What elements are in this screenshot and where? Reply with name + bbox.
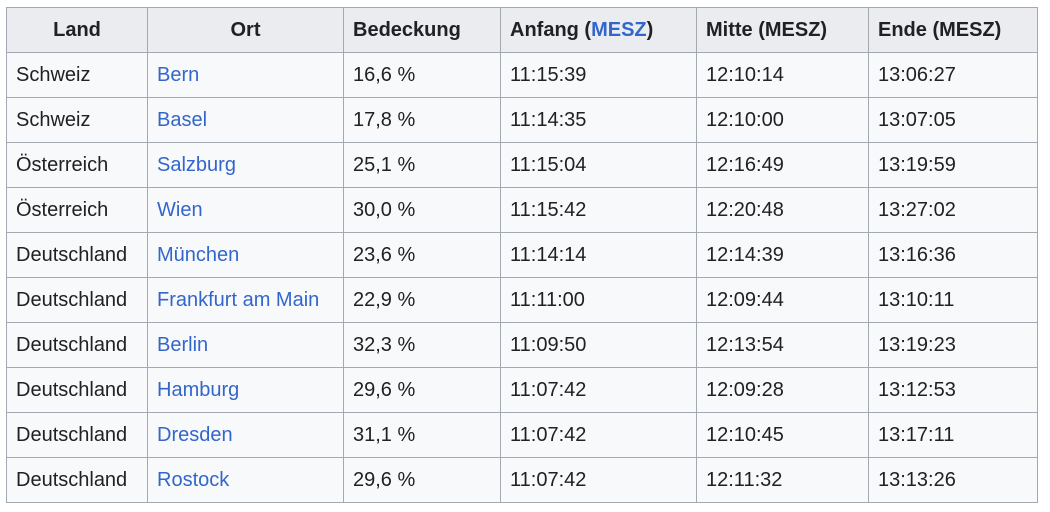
table-cell: Österreich [6, 187, 148, 233]
table-cell: 13:06:27 [868, 52, 1038, 98]
table-cell: 11:14:14 [500, 232, 697, 278]
table-cell: 13:07:05 [868, 97, 1038, 143]
place-link[interactable]: Rostock [157, 468, 230, 491]
table-cell: Schweiz [6, 97, 148, 143]
column-header: Land [6, 7, 148, 53]
place-link[interactable]: Dresden [157, 423, 233, 446]
header-row: Land Ort Bedeckung Anfang (MESZ) Mitte (MESZ… [6, 7, 1038, 53]
table-cell: 13:10:11 [868, 277, 1038, 323]
table-cell: Dresden [147, 412, 344, 458]
table-cell: Salzburg [147, 142, 344, 188]
table-cell: Deutschland [6, 277, 148, 323]
place-link[interactable]: Basel [157, 108, 208, 131]
place-link[interactable]: Frankfurt am Main [157, 288, 320, 311]
table-cell: München [147, 232, 344, 278]
table-cell: 30,0 % [343, 187, 501, 233]
data-table: Land Ort Bedeckung Anfang (MESZ) Mitte (MESZ… [6, 7, 1038, 503]
table-cell: 23,6 % [343, 232, 501, 278]
table-cell: 11:15:39 [500, 52, 697, 98]
table-cell: Deutschland [6, 457, 148, 503]
table-cell: Rostock [147, 457, 344, 503]
table-cell: 29,6 % [343, 367, 501, 413]
table-row: Deutschland Dresden 31,1 % 11:07:42 12:10:45… [6, 412, 1038, 458]
table-row: Österreich Wien 30,0 % 11:15:42 12:20:48 13:2… [6, 187, 1038, 233]
place-link[interactable]: Salzburg [157, 153, 236, 176]
table-cell: 11:14:35 [500, 97, 697, 143]
table-cell: 13:27:02 [868, 187, 1038, 233]
table-cell: 12:10:45 [696, 412, 869, 458]
table-cell: Deutschland [6, 322, 148, 368]
place-link[interactable]: Wien [157, 198, 203, 221]
table-cell: 12:16:49 [696, 142, 869, 188]
column-header: Bedeckung [343, 7, 501, 53]
table-cell: 31,1 % [343, 412, 501, 458]
table-cell: Berlin [147, 322, 344, 368]
table-cell: 13:13:26 [868, 457, 1038, 503]
place-link[interactable]: Hamburg [157, 378, 240, 401]
table-cell: Wien [147, 187, 344, 233]
header-text: Anfang ( [510, 18, 592, 41]
table-cell: 12:10:14 [696, 52, 869, 98]
table-cell: 11:07:42 [500, 367, 697, 413]
table-cell: 11:15:42 [500, 187, 697, 233]
table-cell: Deutschland [6, 232, 148, 278]
table-cell: 12:09:28 [696, 367, 869, 413]
table-cell: Frankfurt am Main [147, 277, 344, 323]
table-cell: 17,8 % [343, 97, 501, 143]
table-cell: 11:09:50 [500, 322, 697, 368]
table-cell: 25,1 % [343, 142, 501, 188]
table-cell: 16,6 % [343, 52, 501, 98]
place-link[interactable]: Bern [157, 63, 200, 86]
table-body: Schweiz Bern 16,6 % 11:15:39 12:10:14 13:06:2… [6, 52, 1038, 503]
table-cell: 13:17:11 [868, 412, 1038, 458]
table-row: Deutschland München 23,6 % 11:14:14 12:14:39… [6, 232, 1038, 278]
table-cell: Schweiz [6, 52, 148, 98]
table-cell: 12:13:54 [696, 322, 869, 368]
place-link[interactable]: München [157, 243, 240, 266]
table-cell: 13:19:59 [868, 142, 1038, 188]
table-cell: 12:11:32 [696, 457, 869, 503]
table-cell: 22,9 % [343, 277, 501, 323]
table-row: Schweiz Bern 16,6 % 11:15:39 12:10:14 13:06:2… [6, 52, 1038, 98]
table-cell: 13:19:23 [868, 322, 1038, 368]
table-cell: Basel [147, 97, 344, 143]
column-header: Mitte (MESZ) [696, 7, 869, 53]
table-cell: 11:07:42 [500, 457, 697, 503]
table-cell: 12:09:44 [696, 277, 869, 323]
table-cell: 32,3 % [343, 322, 501, 368]
column-header: Ort [147, 7, 344, 53]
table-cell: Bern [147, 52, 344, 98]
header-text: ) [646, 18, 654, 41]
table-row: Österreich Salzburg 25,1 % 11:15:04 12:16:49… [6, 142, 1038, 188]
table-cell: 11:15:04 [500, 142, 697, 188]
column-header: Ende (MESZ) [868, 7, 1038, 53]
table-cell: 29,6 % [343, 457, 501, 503]
table-cell: 11:11:00 [500, 277, 697, 323]
table-row: Deutschland Rostock 29,6 % 11:07:42 12:11:32… [6, 457, 1038, 503]
column-header: Anfang (MESZ) [500, 7, 697, 53]
table-cell: Deutschland [6, 412, 148, 458]
table-cell: 12:10:00 [696, 97, 869, 143]
table-cell: 12:20:48 [696, 187, 869, 233]
table-cell: Hamburg [147, 367, 344, 413]
table-cell: 13:16:36 [868, 232, 1038, 278]
table-row: Deutschland Frankfurt am Main 22,9 % 11:11:… [6, 277, 1038, 323]
table-cell: 11:07:42 [500, 412, 697, 458]
table-row: Deutschland Berlin 32,3 % 11:09:50 12:13:54 1… [6, 322, 1038, 368]
table-row: Schweiz Basel 17,8 % 11:14:35 12:10:00 13:07:… [6, 97, 1038, 143]
table-cell: Deutschland [6, 367, 148, 413]
table-cell: 12:14:39 [696, 232, 869, 278]
table-cell: 13:12:53 [868, 367, 1038, 413]
place-link[interactable]: Berlin [157, 333, 209, 356]
table-cell: Österreich [6, 142, 148, 188]
header-link[interactable]: MESZ [591, 18, 647, 41]
table-row: Deutschland Hamburg 29,6 % 11:07:42 12:09:28… [6, 367, 1038, 413]
